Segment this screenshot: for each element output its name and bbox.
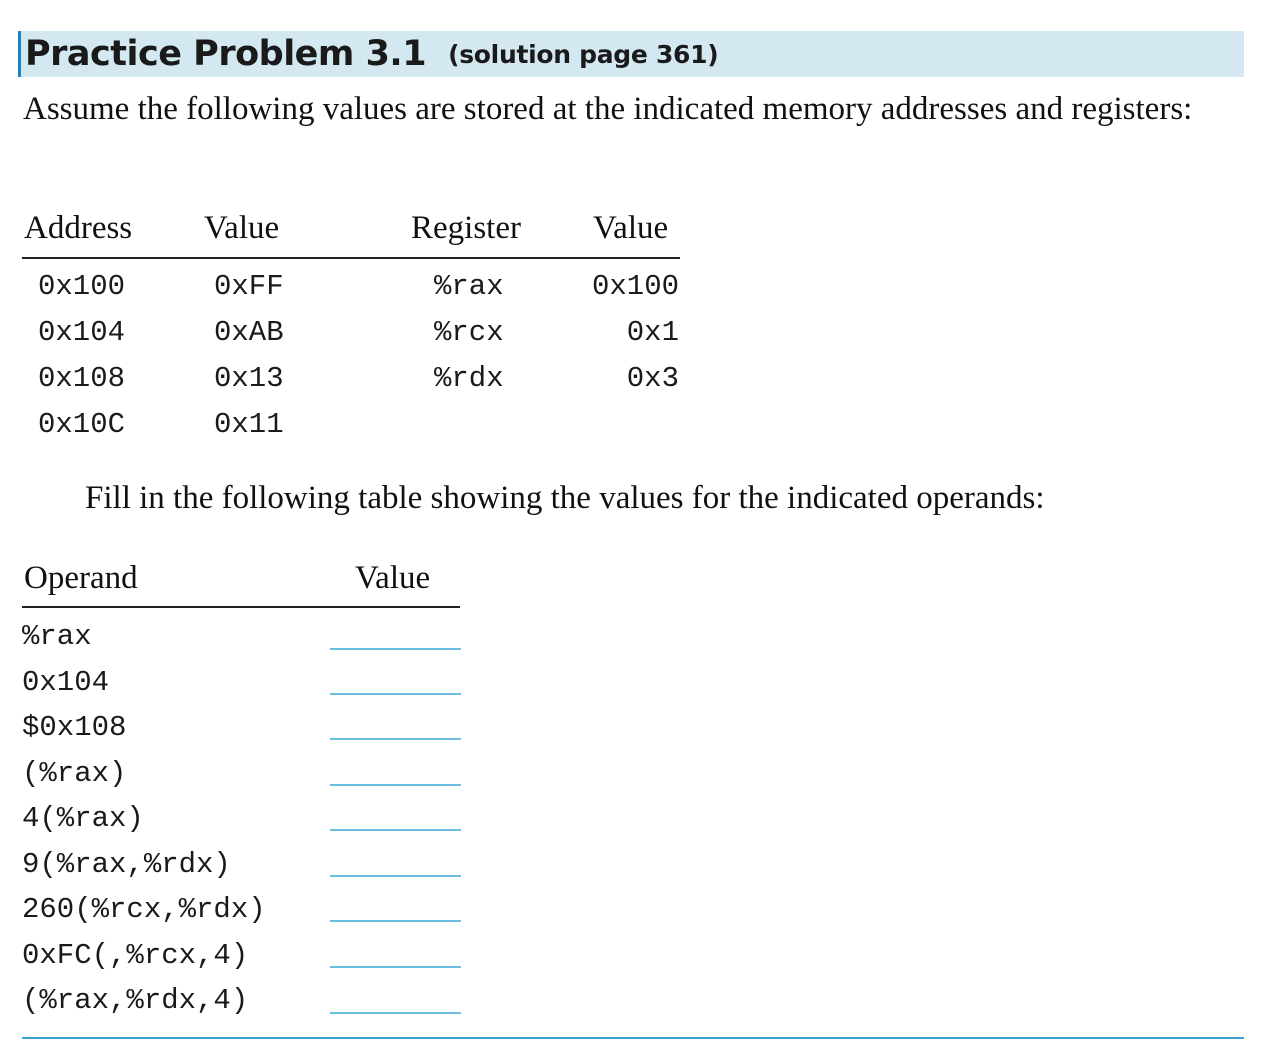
answer-blank[interactable] (330, 648, 461, 650)
memory-value-cell: 0x13 (214, 362, 284, 395)
problem-title: Practice Problem 3.1 (25, 34, 427, 74)
answer-blank[interactable] (330, 1012, 461, 1014)
memory-address-cell: 0x10C (38, 408, 126, 441)
operand-cell: 0x104 (22, 666, 110, 699)
operand-cell: 260(%rcx,%rdx) (22, 893, 266, 926)
answer-blank[interactable] (330, 829, 461, 831)
operand-cell: $0x108 (22, 711, 127, 744)
problem-header: Practice Problem 3.1 (solution page 361) (18, 31, 1244, 77)
register-value-cell: 0x3 (626, 362, 679, 395)
operand-header: Operand (24, 560, 138, 596)
answer-blank[interactable] (330, 875, 461, 877)
answer-blank[interactable] (330, 920, 461, 922)
fill-instruction-text: Fill in the following table showing the … (85, 480, 1045, 516)
operand-cell: 0xFC(,%rcx,4) (22, 939, 249, 972)
register-name-cell: %rax (434, 270, 504, 303)
operand-cell: (%rax) (22, 757, 127, 790)
memory-value-header: Value (204, 210, 280, 246)
answer-blank[interactable] (330, 693, 461, 695)
memory-address-cell: 0x104 (38, 316, 126, 349)
problem-intro-text: Assume the following values are stored a… (23, 91, 1193, 127)
operand-cell: %rax (22, 620, 92, 653)
operand-value-header: Value (355, 560, 431, 596)
memory-value-cell: 0xFF (214, 270, 284, 303)
memory-address-cell: 0x100 (38, 270, 126, 303)
operand-header-rule (22, 606, 460, 608)
memory-value-cell: 0x11 (214, 408, 284, 441)
register-value-header: Value (593, 210, 669, 246)
answer-blank[interactable] (330, 738, 461, 740)
answer-blank[interactable] (330, 784, 461, 786)
register-name-cell: %rcx (434, 316, 504, 349)
table-header-rule (22, 257, 680, 259)
solution-page-reference: (solution page 361) (448, 39, 719, 69)
operand-cell: 4(%rax) (22, 802, 144, 835)
register-name-cell: %rdx (434, 362, 504, 395)
answer-blank[interactable] (330, 966, 461, 968)
memory-address-cell: 0x108 (38, 362, 126, 395)
operand-cell: (%rax,%rdx,4) (22, 984, 249, 1017)
register-value-cell: 0x100 (591, 270, 679, 303)
section-bottom-rule (22, 1037, 1244, 1039)
memory-value-cell: 0xAB (214, 316, 284, 349)
memory-address-header: Address (24, 210, 133, 246)
register-value-cell: 0x1 (626, 316, 679, 349)
register-name-header: Register (411, 210, 521, 246)
operand-cell: 9(%rax,%rdx) (22, 848, 231, 881)
